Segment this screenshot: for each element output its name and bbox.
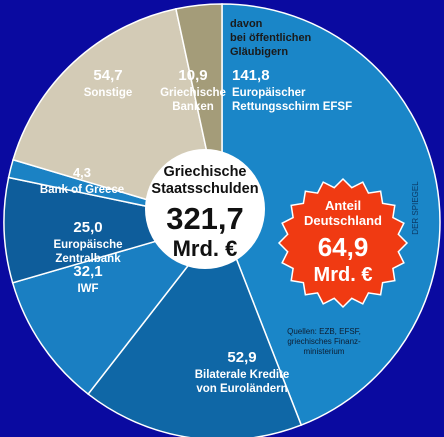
slice-value-label: 25,0 bbox=[73, 219, 102, 236]
slice-value-label: 54,7 bbox=[93, 67, 122, 84]
slice-value-label: 4,3 bbox=[73, 165, 91, 180]
watermark-der-spiegel: DER SPIEGEL bbox=[411, 181, 420, 235]
slice-value-label: 141,8 bbox=[232, 67, 270, 84]
slice-value-label: 10,9 bbox=[178, 67, 207, 84]
slice-category-label: Banken bbox=[172, 101, 214, 113]
badge-starburst bbox=[277, 177, 409, 309]
pie-slice bbox=[87, 220, 303, 437]
slice-category-label: Europäischer bbox=[232, 87, 306, 99]
center-title-line-2: Staatsschulden bbox=[151, 181, 258, 197]
source-line-3: ministerium bbox=[304, 347, 345, 356]
badge-value: 64,9 bbox=[318, 232, 369, 262]
slice-category-label: Europäische bbox=[53, 239, 122, 251]
center-title-line-1: Griechische bbox=[163, 164, 246, 180]
source-note: Quellen: EZB, EFSF, griechisches Finanz-… bbox=[287, 327, 361, 356]
slice-category-label: Griechische bbox=[160, 87, 226, 99]
source-line-2: griechisches Finanz- bbox=[287, 337, 361, 346]
slice-category-label: Bank of Greece bbox=[40, 184, 124, 196]
center-total-value: 321,7 bbox=[166, 201, 244, 236]
group-note-line-1: davon bbox=[230, 18, 263, 30]
badge-unit: Mrd. € bbox=[314, 264, 373, 286]
slice-value-label: 52,9 bbox=[227, 349, 256, 366]
source-line-1: Quellen: EZB, EFSF, bbox=[287, 327, 361, 336]
slice-category-label: von Euroländern bbox=[196, 383, 287, 395]
slice-category-label: Zentralbank bbox=[55, 253, 121, 265]
pie-slice bbox=[11, 220, 225, 396]
slice-labels: 141,8 Europäischer Rettungsschirm EFSF 52,9… bbox=[40, 67, 352, 395]
badge-title-line-1: Anteil bbox=[325, 198, 361, 213]
center-total-unit: Mrd. € bbox=[173, 236, 238, 261]
slice-category-label: Bilaterale Kredite bbox=[195, 369, 290, 381]
group-note-line-2: bei öffentlichen bbox=[230, 32, 312, 44]
pie-slice bbox=[3, 176, 223, 284]
slice-value-label: 32,1 bbox=[73, 263, 102, 280]
badge-title-line-2: Deutschland bbox=[304, 213, 382, 228]
center-label: Griechische Staatsschulden 321,7 Mrd. € bbox=[145, 149, 265, 269]
group-note-line-3: Gläubigern bbox=[230, 46, 288, 58]
slice-category-label: IWF bbox=[77, 283, 98, 295]
slice-category-label: Rettungsschirm EFSF bbox=[232, 101, 352, 113]
center-circle bbox=[145, 149, 265, 269]
germany-share-badge: Anteil Deutschland 64,9 Mrd. € bbox=[277, 177, 409, 309]
slice-category-label: Sonstige bbox=[84, 87, 133, 99]
group-note: davon bei öffentlichen Gläubigern bbox=[230, 18, 312, 58]
